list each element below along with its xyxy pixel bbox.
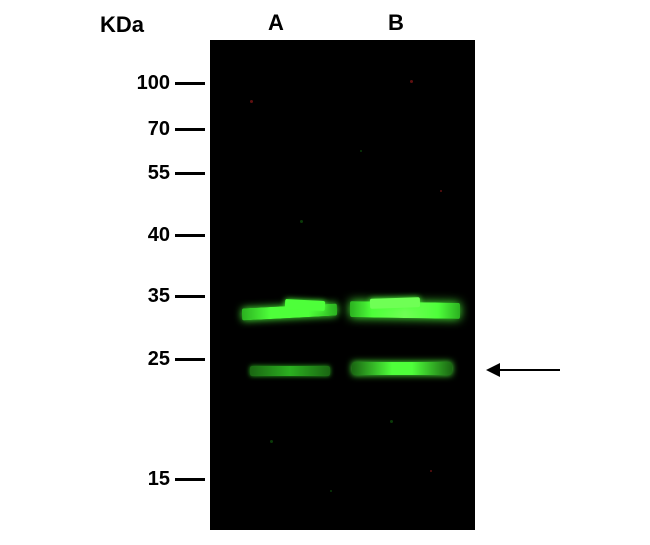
- marker-tick: [175, 128, 205, 131]
- noise: [300, 220, 303, 223]
- noise: [360, 150, 362, 152]
- noise: [430, 470, 432, 472]
- marker-tick: [175, 358, 205, 361]
- marker-100: 100: [137, 72, 170, 95]
- lane-label-b: B: [388, 10, 404, 36]
- marker-tick: [175, 478, 205, 481]
- band-b-lower: [352, 362, 452, 375]
- marker-tick: [175, 172, 205, 175]
- marker-tick: [175, 82, 205, 85]
- band-a-upper-wave: [285, 299, 325, 311]
- figure-container: KDa A B 100 70 55 40 35 25 15: [0, 0, 650, 545]
- lane-label-a: A: [268, 10, 284, 36]
- marker-25: 25: [148, 348, 170, 371]
- noise: [250, 100, 253, 103]
- noise: [410, 80, 413, 83]
- marker-35: 35: [148, 285, 170, 308]
- marker-40: 40: [148, 224, 170, 247]
- noise: [330, 490, 332, 492]
- band-a-lower: [250, 366, 330, 376]
- marker-70: 70: [148, 118, 170, 141]
- arrow-head-icon: [486, 363, 500, 377]
- marker-55: 55: [148, 162, 170, 185]
- marker-15: 15: [148, 468, 170, 491]
- marker-tick: [175, 295, 205, 298]
- western-blot: [210, 40, 475, 530]
- axis-title: KDa: [100, 12, 144, 38]
- band-b-upper-wave: [370, 297, 420, 309]
- noise: [390, 420, 393, 423]
- arrow-shaft: [498, 369, 560, 371]
- noise: [270, 440, 273, 443]
- marker-tick: [175, 234, 205, 237]
- noise: [440, 190, 442, 192]
